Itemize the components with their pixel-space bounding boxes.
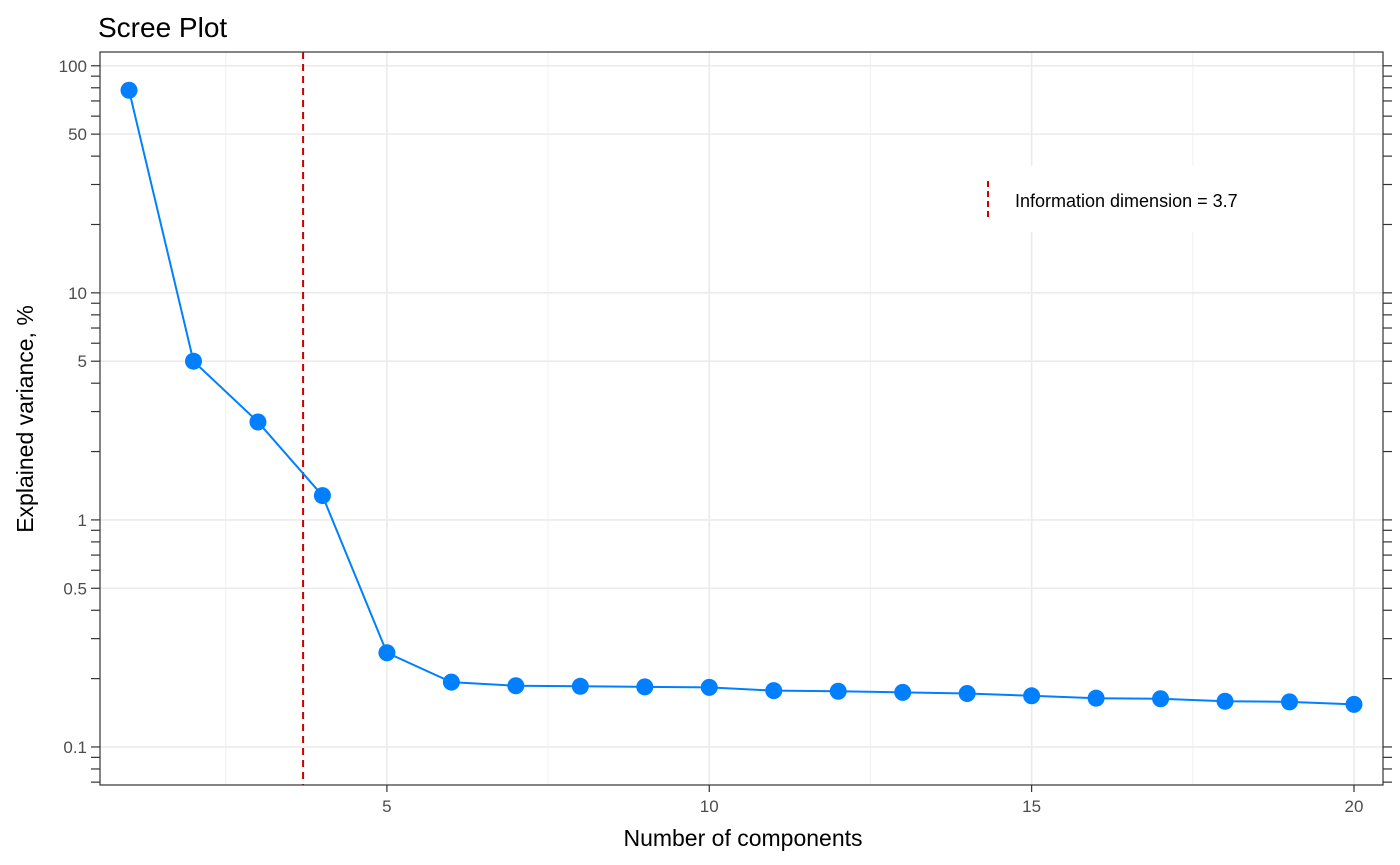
x-tick-label: 10: [700, 797, 719, 816]
y-tick-label: 50: [68, 125, 87, 144]
data-point: [700, 678, 718, 696]
data-point: [894, 683, 912, 701]
data-point: [1087, 689, 1105, 707]
y-tick-label: 0.5: [63, 579, 87, 598]
data-point: [313, 487, 331, 505]
data-point: [1345, 695, 1363, 713]
data-point: [1023, 687, 1041, 705]
chart-title: Scree Plot: [98, 12, 227, 43]
data-point: [1152, 690, 1170, 708]
data-point: [184, 352, 202, 370]
series-line: [128, 90, 1355, 706]
y-tick-label: 0.1: [63, 738, 87, 757]
legend-background: [978, 166, 1278, 232]
data-point: [507, 677, 525, 695]
grid-layer: [100, 52, 1383, 785]
data-point: [378, 644, 396, 662]
data-point: [120, 81, 138, 99]
x-axis-title: Number of components: [623, 825, 862, 851]
x-tick-label: 15: [1022, 797, 1041, 816]
data-point: [829, 682, 847, 700]
data-point: [249, 413, 267, 431]
data-point: [765, 682, 783, 700]
data-point: [958, 684, 976, 702]
y-tick-label: 100: [59, 57, 87, 76]
data-point: [636, 678, 654, 696]
y-tick-label: 1: [78, 511, 87, 530]
data-point: [1216, 692, 1234, 710]
y-tick-label: 5: [78, 352, 87, 371]
legend-label: Information dimension = 3.7: [1015, 191, 1238, 211]
data-point: [1281, 693, 1299, 711]
y-axis-title: Explained variance, %: [12, 305, 38, 533]
plot-frame: [99, 51, 1384, 786]
x-tick-label: 20: [1345, 797, 1364, 816]
y-tick-label: 10: [68, 284, 87, 303]
series-layer: [120, 81, 1363, 713]
x-tick-label: 5: [382, 797, 391, 816]
data-point: [442, 673, 460, 691]
data-point: [571, 677, 589, 695]
legend: Information dimension = 3.7: [978, 166, 1278, 232]
